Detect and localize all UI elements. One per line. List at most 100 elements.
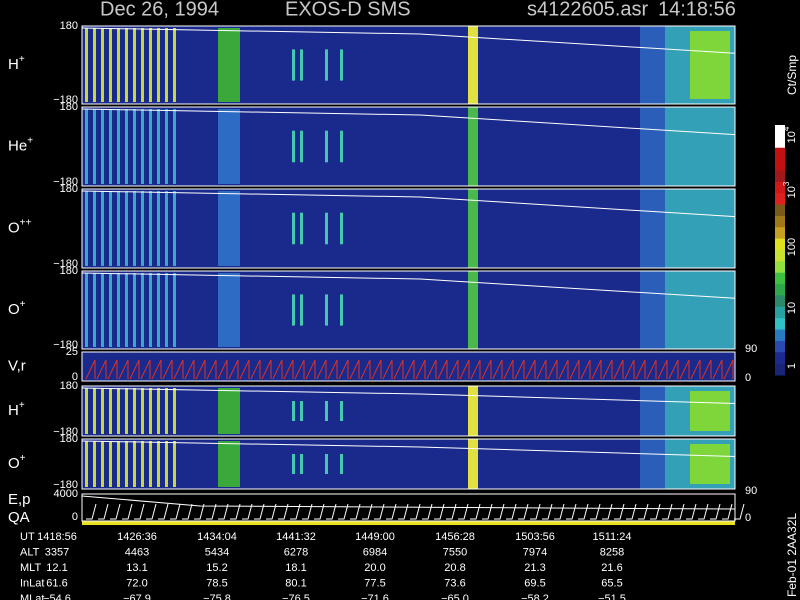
streak: [292, 130, 295, 163]
header-time: 14:18:56: [658, 0, 736, 20]
table-cell: 69.5: [524, 577, 545, 589]
saw: [404, 359, 415, 380]
streak: [340, 49, 343, 81]
table-cell: 73.6: [444, 577, 465, 589]
saw: [712, 359, 723, 380]
table-cell: −76.5: [282, 593, 310, 600]
streak: [300, 294, 303, 326]
header-date: Dec 26, 1994: [100, 0, 219, 20]
saw: [624, 359, 635, 380]
streak: [468, 386, 478, 436]
trace: [81, 495, 736, 510]
panel-label-2: QA: [8, 509, 30, 526]
colorbar-cell: [775, 238, 785, 251]
saw: [371, 359, 382, 380]
trace: [81, 387, 736, 404]
saw: [261, 359, 272, 380]
table-cell: 77.5: [364, 577, 385, 589]
streak: [141, 441, 144, 487]
colorbar-label-sup: 3: [782, 181, 791, 186]
saw: [338, 503, 349, 520]
streak: [93, 273, 96, 347]
streak: [157, 273, 160, 347]
streak: [93, 441, 96, 487]
table-cell: −71.6: [361, 593, 389, 600]
saw: [426, 359, 437, 380]
saw: [162, 359, 173, 380]
table-cell: 78.5: [206, 577, 227, 589]
streak: [468, 26, 478, 104]
colorbar-cell: [775, 272, 785, 285]
saw: [129, 359, 140, 380]
panel-label: O+: [8, 299, 26, 318]
streak: [325, 212, 328, 245]
streak: [218, 28, 240, 102]
saw: [266, 503, 277, 520]
table-cell: 61.6: [46, 577, 67, 589]
saw: [195, 359, 206, 380]
streak: [117, 273, 120, 347]
y-tick-label: 180: [60, 183, 78, 195]
streak: [125, 28, 128, 102]
streak: [300, 212, 303, 245]
saw: [668, 359, 679, 380]
y-tick-label: −180: [53, 176, 78, 188]
panel-label-sup: +: [20, 299, 26, 310]
streak: [165, 109, 168, 184]
streak: [109, 28, 112, 102]
colorbar-label: 1: [786, 363, 798, 369]
streak: [173, 388, 176, 434]
panel-label-sup: ++: [20, 217, 32, 228]
band: [665, 189, 735, 268]
panel-frame: [81, 188, 736, 269]
panel-label-text: H: [8, 402, 19, 419]
panel-label: V,r: [8, 357, 26, 374]
saw: [536, 359, 547, 380]
colorbar-cell: [775, 363, 785, 376]
panel-frame: [81, 106, 736, 187]
streak: [157, 28, 160, 102]
footer-id: Feb-01 2AA32L: [785, 513, 799, 597]
saw: [206, 503, 217, 520]
saw: [657, 359, 668, 380]
saw: [110, 503, 121, 520]
saw: [278, 503, 289, 520]
streak: [325, 454, 328, 474]
table-cell: 1511:24: [593, 531, 632, 543]
y-tick-label: 0: [72, 371, 78, 383]
saw: [580, 359, 591, 380]
saw: [434, 503, 445, 520]
orbit-table: UT 1418:56 1426:36 1434:04 1441:32 1449:00 145…: [20, 531, 631, 600]
table-cell: 15.2: [206, 562, 227, 574]
saw: [294, 359, 305, 380]
table-cell: 6984: [363, 546, 387, 558]
streak: [165, 441, 168, 487]
panel-label-sup: +: [19, 400, 25, 411]
table-cell: 1418:56: [37, 531, 77, 543]
saw: [506, 503, 517, 520]
y2-tick-label: 90: [745, 343, 757, 355]
colorbar-cell: [775, 136, 785, 149]
saw: [272, 359, 283, 380]
table-row-label: MLT: [20, 562, 41, 574]
saw: [734, 503, 745, 520]
saw: [254, 503, 265, 520]
y-tick-label: 180: [60, 101, 78, 113]
saw: [140, 359, 151, 380]
streak: [85, 109, 88, 184]
saw: [613, 359, 624, 380]
saw: [701, 359, 712, 380]
saw: [470, 503, 481, 520]
saw: [230, 503, 241, 520]
table-cell: −67.9: [123, 593, 151, 600]
colorbar-title: Ct/Smp: [785, 55, 799, 95]
colorbar-cell: [775, 340, 785, 353]
streak: [468, 439, 478, 489]
streak: [157, 388, 160, 434]
colorbar-label: 104: [782, 126, 798, 143]
streak: [149, 28, 152, 102]
table-cell: 1503:56: [515, 531, 555, 543]
saw: [206, 359, 217, 380]
saw: [635, 359, 646, 380]
